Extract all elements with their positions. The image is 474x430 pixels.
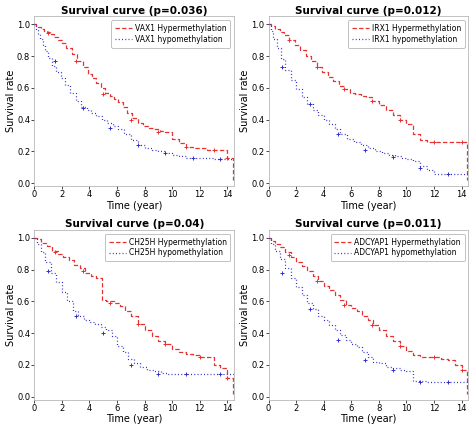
Title: Survival curve (p=0.012): Survival curve (p=0.012) — [295, 6, 442, 15]
X-axis label: Time (year): Time (year) — [340, 201, 397, 211]
Title: Survival curve (p=0.036): Survival curve (p=0.036) — [61, 6, 208, 15]
X-axis label: Time (year): Time (year) — [106, 201, 163, 211]
Legend: ADCYAP1 Hypermethylation, ADCYAP1 hypomethylation: ADCYAP1 Hypermethylation, ADCYAP1 hypome… — [331, 234, 465, 261]
Y-axis label: Survival rate: Survival rate — [240, 70, 250, 132]
Y-axis label: Survival rate: Survival rate — [6, 70, 16, 132]
Y-axis label: Survival rate: Survival rate — [240, 284, 250, 346]
Title: Survival curve (p=0.011): Survival curve (p=0.011) — [295, 219, 442, 229]
Y-axis label: Survival rate: Survival rate — [6, 284, 16, 346]
Legend: CH25H Hypermethylation, CH25H hypomethylation: CH25H Hypermethylation, CH25H hypomethyl… — [105, 234, 230, 261]
Legend: IRX1 Hypermethylation, IRX1 hypomethylation: IRX1 Hypermethylation, IRX1 hypomethylat… — [348, 20, 465, 48]
X-axis label: Time (year): Time (year) — [340, 415, 397, 424]
X-axis label: Time (year): Time (year) — [106, 415, 163, 424]
Legend: VAX1 Hypermethylation, VAX1 hypomethylation: VAX1 Hypermethylation, VAX1 hypomethylat… — [111, 20, 230, 48]
Title: Survival curve (p=0.04): Survival curve (p=0.04) — [64, 219, 204, 229]
